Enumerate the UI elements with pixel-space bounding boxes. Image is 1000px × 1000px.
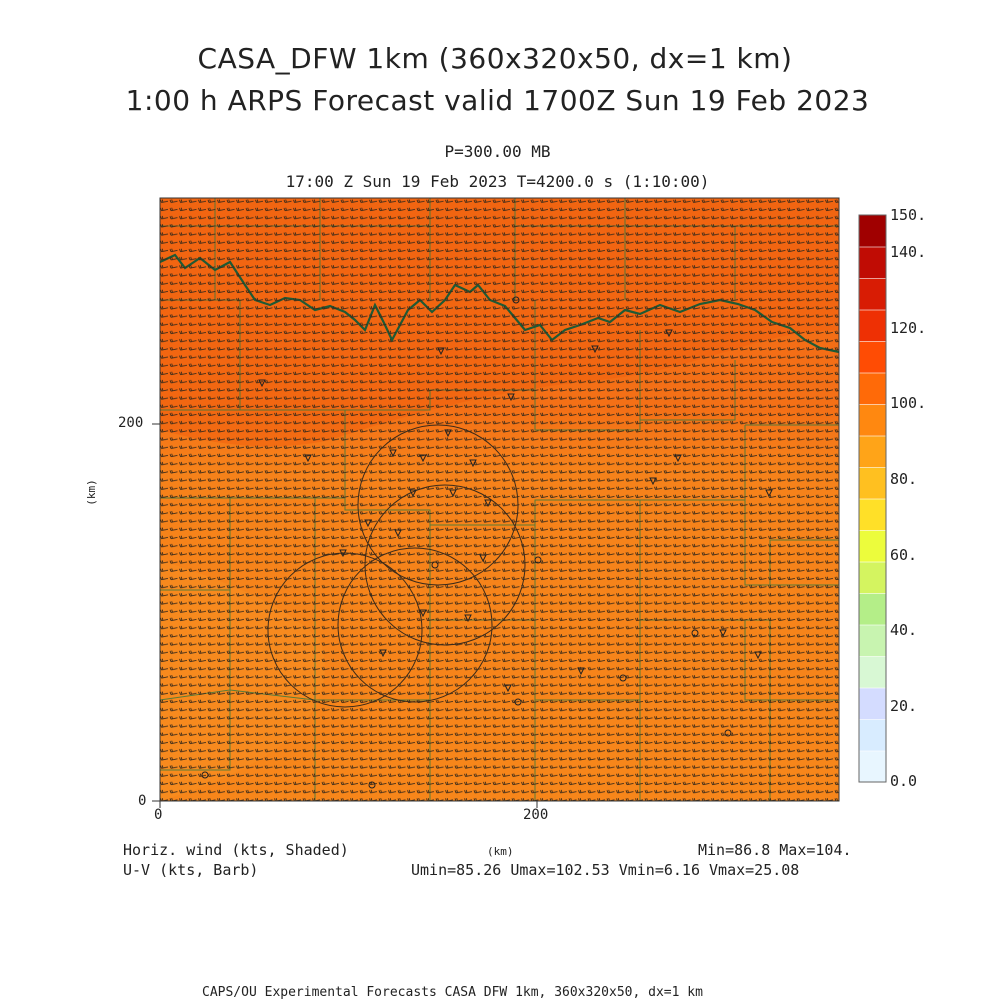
colorbar-label-20: 20. [890,697,918,715]
y-tick-label-0: 0 [138,793,147,809]
wind-barbs [160,198,839,801]
colorbar-label-60: 60. [890,546,918,564]
x-axis-label: (km) [487,845,514,858]
colorbar-label-0: 0.0 [890,772,918,790]
colorbar-cell [858,403,887,437]
colorbar-label-120: 120. [890,319,927,337]
barb-legend-label: U-V (kts, Barb) [123,861,259,879]
colorbar-cell [858,687,887,720]
colorbar-cell [858,718,887,752]
colorbar-cell [858,309,887,342]
title-line-1: CASA_DFW 1km (360x320x50, dx=1 km) [197,42,793,75]
x-tick-label-200: 200 [523,807,549,823]
colorbar-cell [858,372,887,405]
colorbar-cell [858,246,887,279]
pressure-level-label: P=300.00 MB [444,142,551,161]
colorbar-cell [858,592,887,626]
colorbar-cell [858,750,887,783]
colorbar-cell [858,561,887,594]
x-tick-label-0: 0 [154,807,163,823]
min-max-readout: Min=86.8 Max=104. [698,841,852,859]
colorbar-cell [858,340,887,374]
colorbar-cell [858,435,887,468]
colorbar-cell [858,466,887,500]
colorbar-cell [858,277,887,311]
colorbar-cell [858,529,887,563]
plot-frame [159,197,840,802]
colorbar-cell [858,498,887,531]
colorbar [858,214,887,783]
shading-legend-label: Horiz. wind (kts, Shaded) [123,841,349,859]
colorbar-cell [858,624,887,657]
colorbar-label-100: 100. [890,394,927,412]
colorbar-cell [858,655,887,689]
title-line-2: 1:00 h ARPS Forecast valid 1700Z Sun 19 … [125,84,870,117]
y-axis-label: (km) [84,479,98,506]
colorbar-label-40: 40. [890,621,918,639]
valid-time-label: 17:00 Z Sun 19 Feb 2023 T=4200.0 s (1:10… [285,172,710,191]
colorbar-label-80: 80. [890,470,918,488]
station-markers [201,296,773,789]
y-tick-label-200: 200 [118,415,144,431]
colorbar-label-140: 140. [890,243,927,261]
credit-line: CAPS/OU Experimental Forecasts CASA DFW … [202,985,703,1000]
colorbar-cell [858,214,887,248]
colorbar-frame [858,214,887,783]
colorbar-label-150: 150. [890,206,927,224]
uv-range-readout: Umin=85.26 Umax=102.53 Vmin=6.16 Vmax=25… [411,861,800,879]
